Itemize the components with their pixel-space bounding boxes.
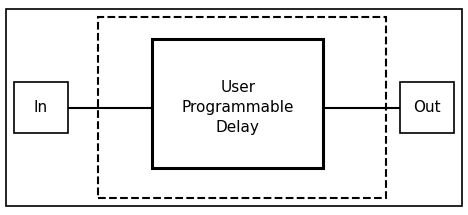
Text: Out: Out	[413, 100, 441, 115]
Bar	[152, 39, 323, 168]
Bar	[98, 17, 386, 198]
Bar	[14, 82, 68, 133]
Text: In: In	[34, 100, 48, 115]
Text: User
Programmable
Delay: User Programmable Delay	[182, 80, 294, 135]
Bar	[400, 82, 454, 133]
